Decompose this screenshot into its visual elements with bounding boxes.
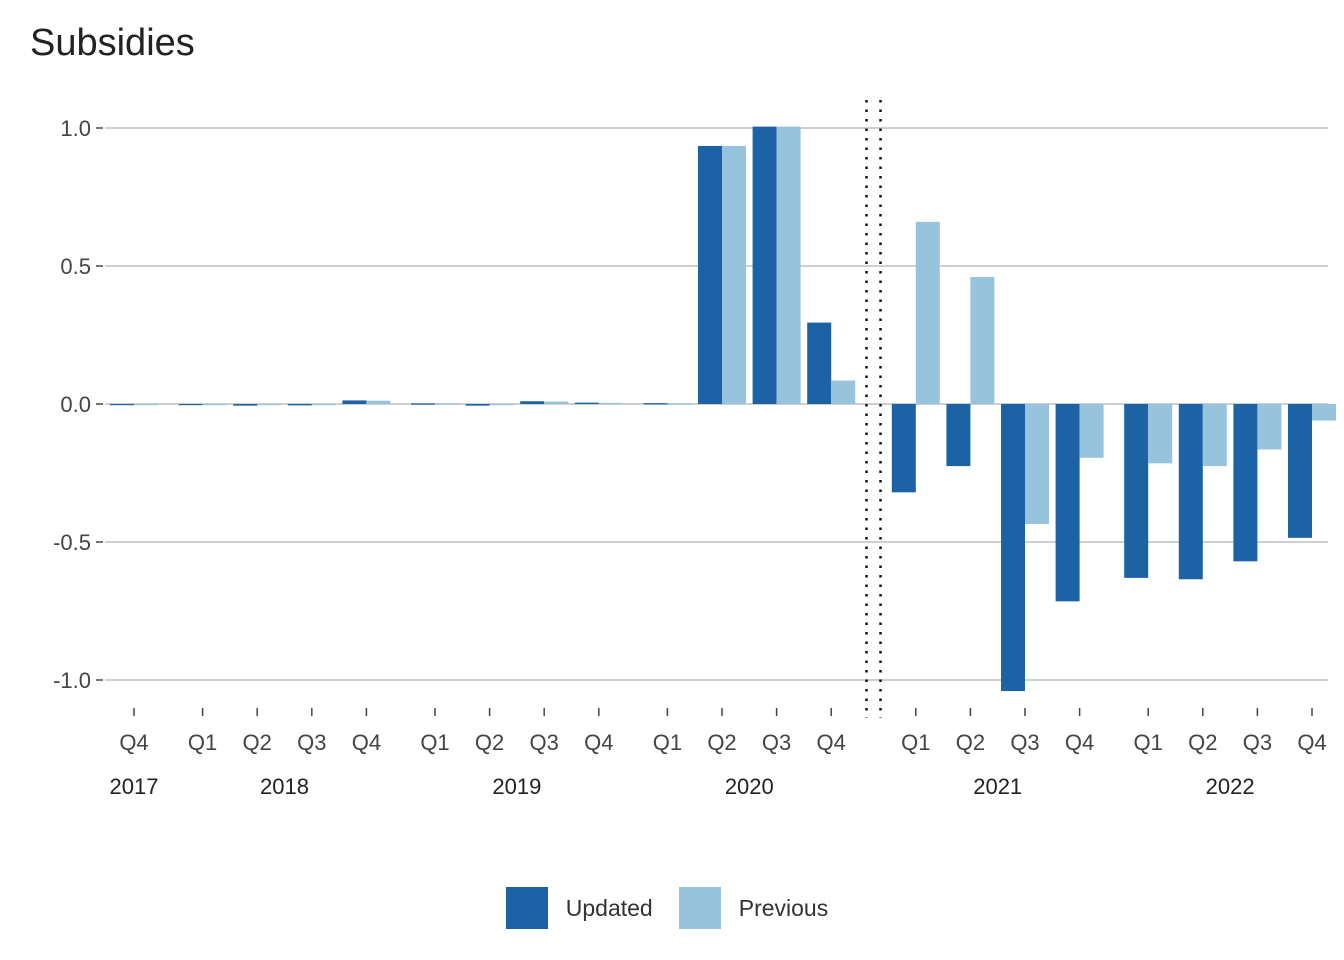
legend-item-updated: Updated	[505, 887, 663, 929]
x-quarter-label: Q4	[352, 730, 381, 755]
legend: Updated Previous	[0, 887, 1344, 929]
bar-updated-2020-Q3	[752, 126, 777, 405]
bar-updated-2017-Q4	[110, 404, 134, 406]
x-year-label: 2022	[1206, 774, 1255, 799]
bar-previous-2022-Q2	[1202, 404, 1227, 467]
legend-label: Previous	[738, 894, 829, 921]
x-quarter-label: Q2	[1188, 730, 1217, 755]
bar-previous-2021-Q2	[970, 277, 995, 404]
bar-previous-2019-Q3	[544, 401, 569, 404]
bar-previous-2022-Q1	[1148, 404, 1173, 464]
bar-previous-2020-Q1	[667, 403, 692, 405]
x-quarter-label: Q2	[243, 730, 272, 755]
bar-updated-2020-Q2	[698, 145, 722, 404]
bar-previous-2018-Q3	[311, 404, 336, 406]
x-year-label: 2021	[973, 774, 1022, 799]
x-quarter-label: Q1	[901, 730, 930, 755]
legend-swatch	[505, 887, 548, 929]
bar-updated-2022-Q3	[1233, 404, 1258, 562]
x-quarter-label: Q3	[297, 730, 326, 755]
bar-previous-2019-Q2	[489, 404, 514, 406]
bar-previous-2022-Q4	[1312, 404, 1336, 421]
y-tick-label: 0.0	[60, 392, 91, 417]
bar-updated-2021-Q4	[1055, 404, 1080, 602]
x-quarter-label: Q2	[707, 730, 736, 755]
bar-updated-2021-Q2	[946, 404, 971, 467]
bar-previous-2018-Q4	[366, 400, 391, 404]
legend-label: Updated	[565, 894, 653, 921]
bar-updated-2019-Q1	[411, 403, 435, 405]
x-quarter-label: Q3	[530, 730, 559, 755]
bar-updated-2018-Q3	[287, 404, 312, 406]
x-quarter-label: Q1	[1134, 730, 1163, 755]
bar-previous-2020-Q2	[722, 145, 746, 404]
y-tick-label: 1.0	[60, 116, 91, 141]
x-quarter-label: Q4	[119, 730, 148, 755]
x-year-label: 2020	[725, 774, 774, 799]
bar-updated-2018-Q1	[178, 404, 203, 406]
bar-updated-2019-Q4	[574, 402, 599, 404]
bar-updated-2022-Q4	[1288, 404, 1312, 538]
bar-previous-2021-Q1	[915, 221, 940, 404]
x-year-label: 2019	[492, 774, 541, 799]
bar-previous-2021-Q4	[1079, 404, 1104, 458]
bar-updated-2021-Q3	[1001, 404, 1025, 692]
legend-swatch	[678, 887, 721, 929]
y-tick-label: -1.0	[53, 668, 91, 693]
x-quarter-label: Q4	[584, 730, 613, 755]
bar-chart: 1.0 0.5 0.0 -0.5 -1.0 Q4 Q1 Q2 Q3 Q4 Q1 Q2 Q3 Q4 Q1 Q2 Q…	[53, 100, 1336, 799]
bar-previous-2020-Q3	[776, 126, 801, 405]
bar-updated-2022-Q2	[1178, 404, 1203, 580]
chart-title: Subsidies	[30, 22, 195, 64]
x-quarter-label: Q3	[1243, 730, 1272, 755]
bar-updated-2019-Q2	[465, 404, 490, 406]
y-tick-label: -0.5	[53, 530, 91, 555]
bar-previous-2018-Q1	[202, 404, 227, 406]
x-quarter-label: Q4	[1297, 730, 1326, 755]
bar-updated-2018-Q2	[233, 404, 258, 406]
bar-updated-2022-Q1	[1124, 404, 1149, 578]
y-tick-label: 0.5	[60, 254, 91, 279]
bar-updated-2019-Q3	[520, 401, 545, 404]
x-quarter-label: Q1	[420, 730, 449, 755]
x-quarter-label: Q1	[188, 730, 217, 755]
bar-previous-2017-Q4	[134, 404, 158, 406]
x-year-label: 2017	[110, 774, 159, 799]
bar-previous-2019-Q1	[435, 403, 459, 405]
bar-updated-2018-Q4	[342, 400, 367, 404]
bar-previous-2018-Q2	[257, 404, 282, 406]
bar-previous-2021-Q3	[1025, 404, 1049, 525]
bar-updated-2021-Q1	[891, 404, 916, 493]
x-year-label: 2018	[260, 774, 309, 799]
bars	[110, 126, 1336, 692]
bar-previous-2020-Q4	[831, 380, 856, 404]
x-quarter-label: Q3	[762, 730, 791, 755]
bar-previous-2019-Q4	[598, 402, 623, 405]
x-quarter-label: Q1	[653, 730, 682, 755]
x-quarter-label: Q3	[1010, 730, 1039, 755]
x-quarter-label: Q4	[817, 730, 846, 755]
x-quarter-label: Q4	[1065, 730, 1094, 755]
forecast-divider	[865, 100, 882, 718]
legend-item-previous: Previous	[678, 887, 838, 929]
x-quarter-label: Q2	[475, 730, 504, 755]
x-quarter-label: Q2	[956, 730, 985, 755]
bar-previous-2022-Q3	[1257, 404, 1282, 450]
bar-updated-2020-Q4	[807, 322, 832, 404]
bar-updated-2020-Q1	[643, 403, 668, 405]
axis-labels: 1.0 0.5 0.0 -0.5 -1.0 Q4 Q1 Q2 Q3 Q4 Q1 Q2 Q3 Q4 Q1 Q2 Q…	[53, 116, 1327, 799]
